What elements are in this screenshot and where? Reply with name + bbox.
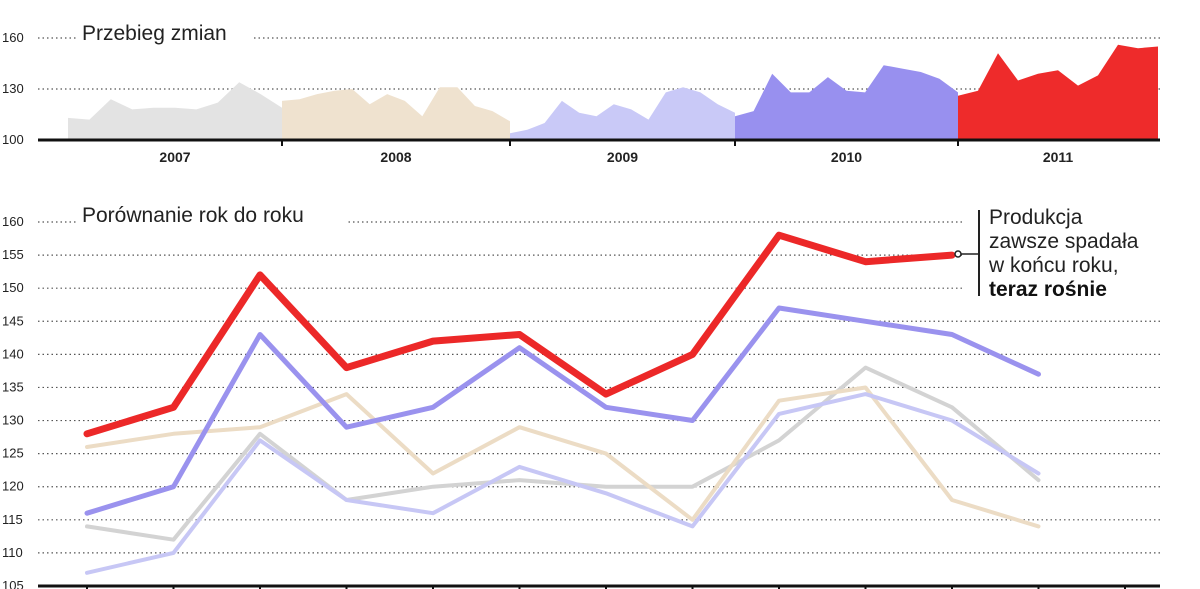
annotation-line-1: Produkcja — [989, 206, 1083, 229]
top-title-bg — [78, 18, 253, 44]
bottom-y-tick-labels: 160 155 150 145 140 135 130 125 120 115 110 105 — [2, 214, 24, 589]
bottom-line-2009 — [85, 392, 1041, 575]
bottom-title-bg — [78, 200, 346, 228]
top-y-tick-labels: 160 130 100 — [2, 30, 24, 147]
top-area-2011 — [958, 44, 1158, 140]
bottom-line-2008 — [85, 385, 1041, 529]
bottom-line-series — [83, 231, 1041, 575]
top-area-2007 — [68, 82, 282, 140]
top-year-labels: 2007 2008 2009 2010 2011 — [159, 140, 1073, 165]
top-year-label: 2009 — [607, 149, 638, 165]
top-year-label: 2008 — [380, 149, 411, 165]
bottom-y-tick-label: 130 — [2, 413, 24, 428]
top-year-label: 2010 — [831, 149, 862, 165]
bottom-y-tick-label: 140 — [2, 346, 24, 361]
annotation-bg — [962, 198, 1162, 306]
bottom-x-ticks — [86, 586, 1126, 589]
top-year-label: 2007 — [159, 149, 190, 165]
top-area-series — [68, 44, 1158, 140]
top-y-tick-label: 160 — [2, 30, 24, 45]
bottom-y-tick-label: 105 — [2, 578, 24, 589]
top-chart-title: Przebieg zmian — [82, 22, 227, 45]
bottom-chart-title: Porównanie rok do roku — [82, 204, 304, 227]
top-area-2008 — [282, 87, 510, 140]
bottom-line-2007 — [85, 365, 1041, 542]
bottom-y-tick-label: 145 — [2, 313, 24, 328]
bottom-y-tick-label: 135 — [2, 379, 24, 394]
bottom-y-tick-label: 125 — [2, 446, 24, 461]
top-y-tick-label: 130 — [2, 81, 24, 96]
annotation-dot — [954, 250, 962, 258]
bottom-line-2010 — [84, 305, 1041, 516]
bottom-y-tick-label: 115 — [2, 512, 23, 527]
top-area-2010 — [735, 65, 958, 140]
top-area-2009 — [510, 87, 735, 140]
annotation-line-3: w końcu roku, — [988, 254, 1119, 277]
annotation-bold: teraz rośnie — [989, 278, 1107, 301]
bottom-y-tick-label: 155 — [2, 247, 24, 262]
bottom-y-tick-label: 160 — [2, 214, 24, 229]
annotation-line-2: zawsze spadała — [989, 230, 1139, 253]
top-year-label: 2011 — [1043, 149, 1074, 165]
bottom-y-tick-label: 110 — [2, 545, 23, 560]
bottom-y-tick-label: 150 — [2, 280, 24, 295]
bottom-y-tick-label: 120 — [2, 479, 24, 494]
top-y-tick-label: 100 — [2, 132, 24, 147]
